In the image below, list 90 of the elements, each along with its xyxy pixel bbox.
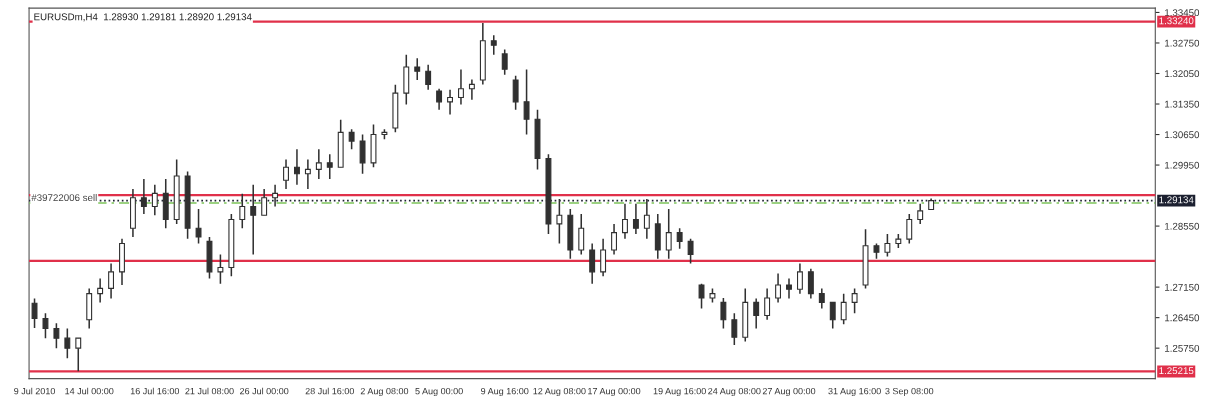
- candlestick: [53, 322, 60, 349]
- annotation: #39722006 sell: [31, 193, 97, 202]
- candlestick: [304, 158, 311, 190]
- x-tick-label: 12 Aug 08:00: [533, 387, 586, 397]
- candlestick: [239, 193, 246, 230]
- y-tick-label: 1.26450: [1165, 314, 1200, 322]
- x-tick-label: 3 Sep 08:00: [885, 387, 934, 397]
- ref-line-label: 1.25215: [1159, 367, 1194, 375]
- x-tick-label: 17 Aug 00:00: [588, 387, 641, 397]
- ref-line-label: 1.29134: [1159, 196, 1194, 204]
- candlestick: [840, 292, 847, 325]
- candlestick: [97, 277, 104, 304]
- candlestick: [786, 277, 792, 300]
- x-tick-label: 21 Jul 08:00: [185, 387, 234, 395]
- candlestick: [261, 188, 268, 216]
- candlestick: [512, 74, 519, 111]
- y-tick-label: 1.27150: [1165, 283, 1200, 291]
- candlestick: [359, 133, 366, 175]
- candlestick: [676, 227, 683, 250]
- candlestick: [906, 213, 913, 245]
- candlestick: [917, 203, 924, 225]
- y-tick-label: 1.33450: [1165, 9, 1200, 17]
- x-tick-label: 27 Aug 00:00: [762, 387, 816, 397]
- candlestick: [753, 297, 760, 330]
- candlestick: [578, 213, 585, 256]
- candlestick: [348, 128, 355, 151]
- candlestick: [698, 282, 705, 310]
- candlestick: [600, 237, 607, 277]
- y-tick-label: 1.29950: [1165, 161, 1200, 169]
- candlestick: [195, 208, 202, 245]
- candlestick: [458, 68, 464, 106]
- chart-title: EURUSDm,H4 1.28930 1.29181 1.28920 1.29134: [34, 13, 252, 22]
- candlestick: [665, 208, 672, 260]
- candlestick: [31, 297, 38, 329]
- x-tick-label: 26 Jul 00:00: [240, 387, 289, 395]
- candlestick: [140, 178, 147, 215]
- candlestick: [425, 64, 432, 91]
- x-tick-label: 28 Jul 16:00: [305, 387, 354, 395]
- candlestick: [468, 78, 475, 101]
- y-tick-label: 1.32050: [1165, 70, 1200, 78]
- y-tick-label: 1.25750: [1165, 344, 1200, 352]
- candlestick: [611, 223, 618, 256]
- candlestick: [501, 48, 508, 76]
- y-tick-label: 1.30650: [1165, 131, 1200, 139]
- candlestick: [829, 301, 836, 330]
- x-tick-label: 19 Aug 16:00: [653, 387, 706, 397]
- x-tick-label: 16 Jul 16:00: [130, 387, 180, 395]
- x-tick-label: 9 Jul 2010: [14, 387, 56, 395]
- candlestick: [250, 183, 257, 256]
- candlestick: [687, 237, 694, 265]
- candlestick: [589, 242, 596, 285]
- candlestick: [75, 337, 82, 373]
- candlestick: [108, 262, 115, 300]
- x-tick-label: 14 Jul 00:00: [65, 387, 114, 395]
- candlestick: [326, 153, 333, 180]
- candlestick: [315, 148, 322, 180]
- y-tick-label: 1.31350: [1165, 100, 1200, 108]
- x-tick-label: 24 Aug 08:00: [708, 387, 761, 397]
- candlestick: [807, 268, 814, 300]
- candlestick: [643, 198, 650, 240]
- candlestick: [556, 198, 563, 245]
- candlestick: [775, 272, 782, 304]
- y-tick-label: 1.32750: [1165, 39, 1200, 47]
- candlestick: [851, 287, 858, 315]
- x-tick-label: 5 Aug 00:00: [415, 387, 463, 397]
- ref-line-label: 1.33240: [1159, 17, 1194, 25]
- candlestick: [764, 287, 771, 321]
- candlestick: [414, 57, 421, 81]
- candlestick: [64, 327, 71, 359]
- candlestick: [720, 297, 727, 330]
- candlestick: [622, 203, 628, 240]
- candlestick: [447, 88, 453, 116]
- x-tick-label: 31 Aug 16:00: [828, 387, 881, 397]
- candlestick: [490, 34, 497, 56]
- candlestick: [884, 233, 891, 258]
- x-tick-label: 2 Aug 08:00: [360, 387, 409, 397]
- candlestick: [42, 312, 49, 339]
- candlestick: [818, 287, 825, 310]
- candlestick: [796, 262, 803, 295]
- candlestick: [523, 68, 530, 136]
- candlestick: [217, 253, 224, 285]
- candlestick: [632, 203, 639, 235]
- candlestick: [151, 183, 158, 216]
- candlestick: [272, 183, 279, 208]
- candlestick: [293, 148, 300, 186]
- candlestick: [731, 312, 738, 346]
- y-tick-label: 1.28550: [1165, 222, 1200, 230]
- x-tick-label: 9 Aug 16:00: [481, 387, 529, 397]
- candlestick: [283, 158, 289, 190]
- candlestick: [436, 87, 443, 111]
